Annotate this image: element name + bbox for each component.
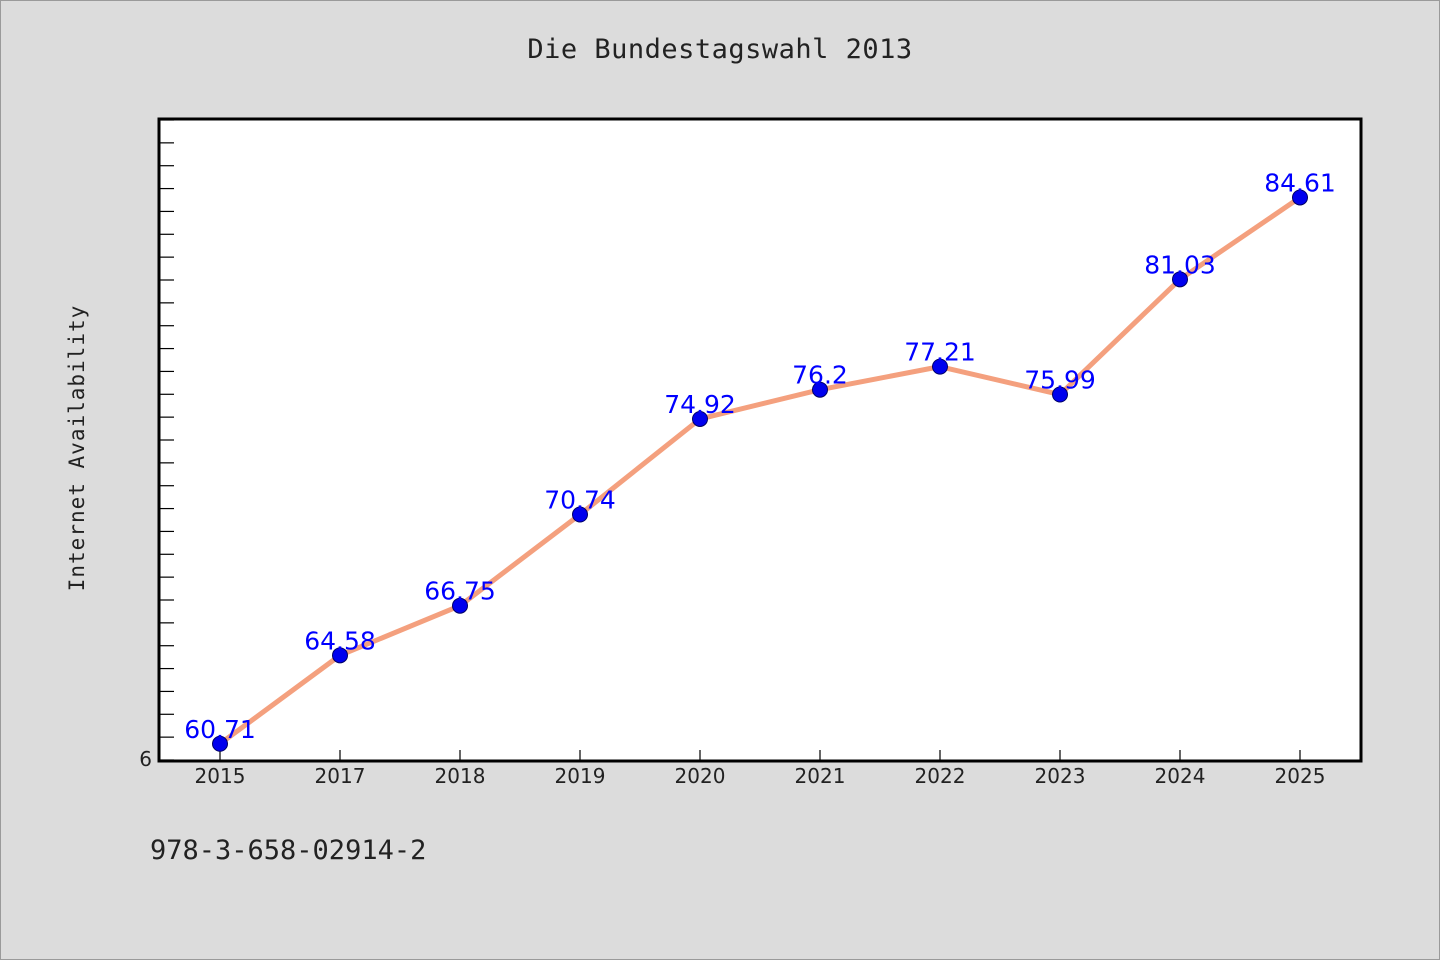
data-labels: 60.71 64.58 66.75 70.74 74.92 76.2 77.21 75.99 8… (184, 168, 1336, 743)
data-label: 74.92 (664, 390, 736, 419)
data-label: 75.99 (1024, 366, 1096, 395)
x-tick-label: 2019 (555, 764, 606, 788)
x-axis-ticks: 2015 2017 2018 2019 2020 2021 2022 2023 2024 2025 (195, 750, 1326, 788)
x-tick-label: 2017 (315, 764, 366, 788)
series-line (217, 194, 1303, 747)
x-tick-label: 2022 (915, 764, 966, 788)
data-point (572, 506, 588, 523)
x-tick-label: 2025 (1275, 764, 1326, 788)
x-tick-label: 2015 (195, 764, 246, 788)
data-label: 60.71 (184, 715, 256, 744)
data-label: 64.58 (304, 626, 376, 655)
x-tick-label: 2018 (435, 764, 486, 788)
data-label: 77.21 (904, 338, 976, 367)
series-markers (212, 189, 1308, 752)
data-point (332, 647, 348, 664)
data-point (692, 410, 708, 427)
x-tick-label: 2024 (1155, 764, 1206, 788)
data-label: 84.61 (1264, 168, 1336, 197)
data-label: 70.74 (544, 486, 616, 515)
x-tick-label: 2020 (675, 764, 726, 788)
data-label: 66.75 (424, 577, 496, 606)
y-axis-ticks: 6 (139, 119, 174, 771)
data-label: 76.2 (792, 361, 848, 390)
data-point (1172, 271, 1188, 288)
chart-title: Die Bundestagswahl 2013 (527, 34, 913, 65)
x-tick-label: 2021 (795, 764, 846, 788)
data-point (452, 597, 468, 614)
data-point (812, 381, 828, 398)
data-point (212, 735, 228, 752)
data-point (1052, 386, 1068, 403)
plot-area (157, 117, 1363, 763)
data-point (932, 358, 948, 375)
isbn-footer: 978-3-658-02914-2 (150, 835, 427, 866)
data-point (1292, 189, 1308, 206)
y-tick-label: 6 (139, 747, 152, 771)
x-tick-label: 2023 (1035, 764, 1086, 788)
data-label: 81.03 (1144, 250, 1216, 279)
